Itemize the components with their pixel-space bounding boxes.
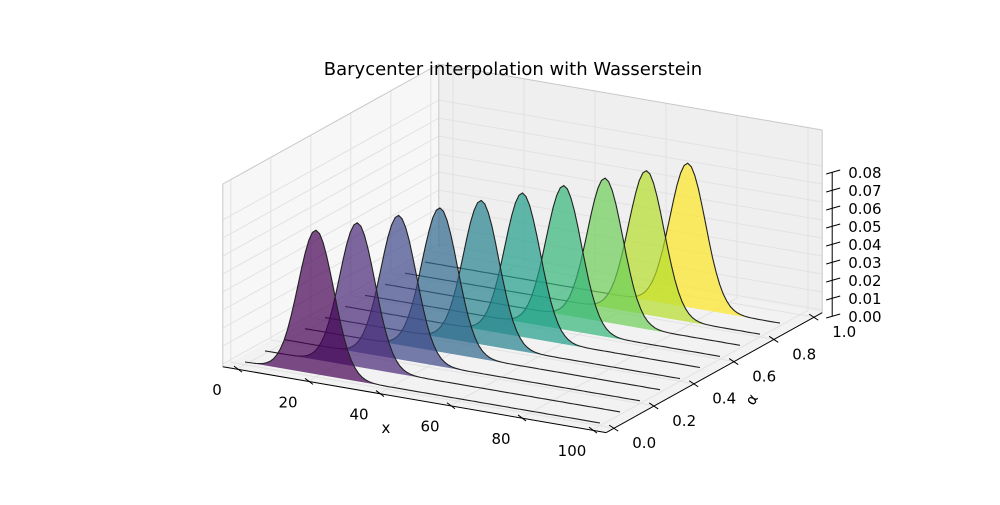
- left-wall-pane: [222, 64, 439, 367]
- z-tick-mark: [826, 205, 841, 211]
- x-tick-label: 40: [349, 406, 368, 424]
- x-tick-label: 100: [558, 442, 587, 460]
- x-tick-label: 0: [212, 381, 222, 399]
- grid-line-alpha: [230, 179, 615, 429]
- series-fill-alpha-3: [305, 207, 660, 390]
- series-fill-alpha-4: [325, 200, 680, 379]
- series-fill-alpha-0: [245, 230, 600, 423]
- x-tick-mark: [446, 402, 456, 410]
- x-tick-mark: [304, 377, 314, 385]
- pane-top-edge: [222, 63, 823, 185]
- grid-line-alpha: [270, 157, 655, 407]
- x-tick-mark: [517, 414, 527, 422]
- chart-title: Barycenter interpolation with Wasserstei…: [324, 59, 702, 80]
- alpha-tick-mark: [808, 313, 819, 321]
- alpha-tick-label: 0.2: [672, 412, 696, 430]
- z-tick-mark: [826, 169, 841, 175]
- z-tick-label: 0.03: [848, 254, 881, 272]
- alpha-tick-mark: [768, 335, 779, 343]
- x-tick-label: 80: [491, 430, 510, 448]
- x-tick-label: 60: [420, 418, 439, 436]
- x-tick-mark: [233, 365, 243, 373]
- z-tick-mark: [826, 277, 841, 283]
- grid-line-x: [591, 127, 809, 431]
- alpha-tick-mark: [648, 402, 659, 410]
- x-tick-mark: [375, 390, 385, 397]
- z-tick-mark: [826, 241, 841, 247]
- z-tick-mark: [826, 187, 841, 193]
- z-tick-mark: [826, 295, 841, 301]
- series-fill-alpha-5: [345, 193, 700, 368]
- z-tick-label: 0.08: [848, 164, 881, 182]
- x-axis-label: x: [382, 419, 391, 437]
- z-tick-mark: [826, 223, 841, 229]
- series-fill-alpha-8: [405, 170, 760, 335]
- z-tick-label: 0.00: [848, 308, 881, 326]
- series-line-alpha-0: [244, 229, 601, 424]
- alpha-tick-label: 0.6: [752, 368, 776, 386]
- alpha-axis-line: [605, 312, 823, 434]
- z-tick-mark: [826, 313, 841, 319]
- z-tick-label: 0.04: [848, 236, 881, 254]
- alpha-tick-label: 0.8: [792, 345, 816, 363]
- x-tick-mark: [588, 426, 598, 434]
- series-group: [244, 162, 781, 424]
- z-tick-label: 0.02: [848, 272, 881, 290]
- z-tick-label: 0.06: [848, 200, 881, 218]
- alpha-tick-label: 1.0: [832, 323, 856, 341]
- alpha-tick-mark: [728, 358, 739, 365]
- alpha-tick-mark: [608, 424, 619, 432]
- series-fill-alpha-9: [425, 163, 780, 324]
- z-tick-mark: [826, 259, 841, 265]
- x-axis-line: [222, 366, 607, 434]
- z-tick-label: 0.05: [848, 218, 881, 236]
- y-axis-label: α: [741, 391, 762, 409]
- alpha-tick-label: 0.0: [632, 434, 656, 452]
- z-tick-label: 0.01: [848, 290, 881, 308]
- alpha-tick-label: 0.4: [712, 390, 736, 408]
- alpha-tick-mark: [688, 380, 699, 388]
- z-tick-label: 0.07: [848, 182, 881, 200]
- x-tick-label: 20: [278, 393, 297, 411]
